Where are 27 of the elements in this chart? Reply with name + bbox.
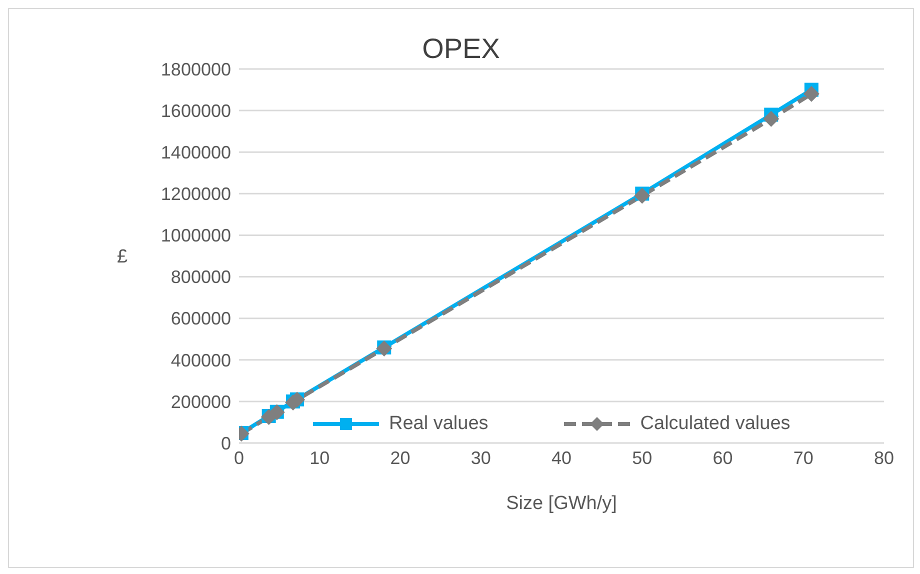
point: [634, 188, 650, 204]
y-tick-label: 1600000: [160, 100, 231, 121]
y-tick-label: 1200000: [160, 184, 231, 204]
legend-label: Real values: [389, 413, 488, 435]
y-tick-label: 800000: [170, 267, 231, 288]
x-tick-label: 80: [874, 448, 894, 468]
point: [803, 86, 820, 102]
x-tick-label: 0: [234, 448, 244, 468]
y-tick-label: 400000: [170, 350, 231, 370]
x-tick-label: 30: [470, 448, 491, 468]
x-tick-label: 40: [551, 448, 572, 468]
y-tick-label: 200000: [170, 392, 231, 412]
y-tick-label: 0: [220, 433, 231, 454]
chart-title: OPEX: [422, 33, 500, 64]
x-axis-title: Size [GWh/y]: [506, 493, 617, 514]
x-tick-label: 70: [793, 448, 814, 468]
legend-label: Calculated values: [640, 413, 790, 435]
x-tick-label: 20: [390, 448, 410, 468]
x-tick-label: 50: [632, 448, 652, 468]
y-tick-label: 600000: [170, 308, 231, 329]
x-tick-label: 10: [310, 448, 330, 468]
y-axis-title: £: [117, 246, 128, 268]
y-tick-label: 1400000: [160, 142, 231, 162]
x-tick-label: 60: [712, 448, 733, 468]
y-tick-label: 1000000: [160, 226, 231, 246]
y-tick-label: 1800000: [160, 59, 231, 80]
point: [763, 110, 780, 127]
